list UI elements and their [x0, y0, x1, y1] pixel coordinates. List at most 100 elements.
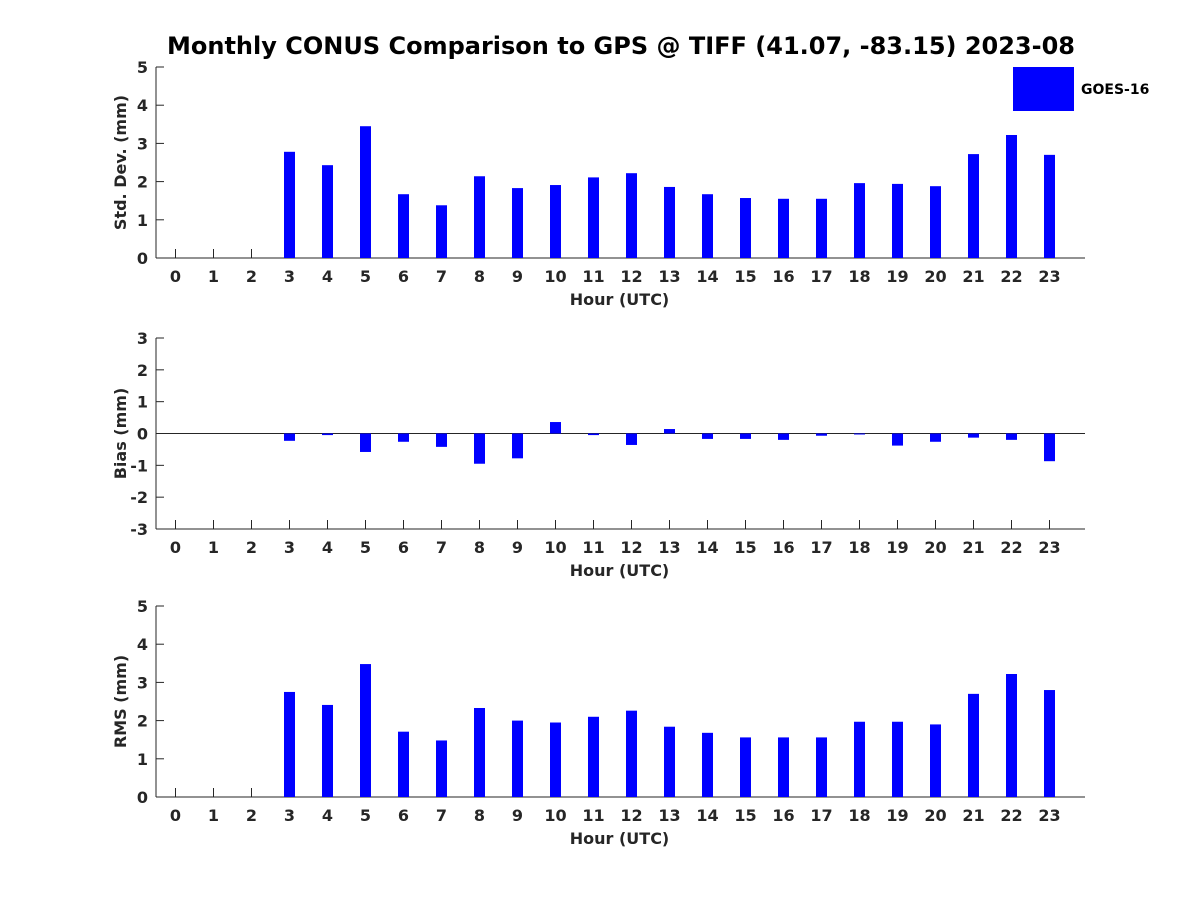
- bias-x-tick-label: 4: [322, 538, 333, 557]
- std-dev-x-tick-label: 14: [696, 267, 718, 286]
- bias-x-tick-label: 16: [772, 538, 794, 557]
- std-dev-bar-hour-6: [398, 194, 409, 258]
- std-dev-x-tick-label: 17: [810, 267, 832, 286]
- rms-bar-hour-6: [398, 731, 409, 797]
- rms-x-tick-label: 0: [170, 806, 181, 825]
- std-dev-x-tick-label: 3: [284, 267, 295, 286]
- std-dev-x-tick-label: 21: [962, 267, 984, 286]
- rms-bar-hour-15: [740, 737, 751, 797]
- std-dev-y-axis-label: Std. Dev. (mm): [111, 95, 130, 230]
- std-dev-x-tick-label: 16: [772, 267, 794, 286]
- bias-x-tick-label: 11: [582, 538, 604, 557]
- rms-x-tick-label: 2: [246, 806, 257, 825]
- rms-x-tick-label: 10: [544, 806, 566, 825]
- std-dev-bar-hour-17: [816, 198, 827, 258]
- std-dev-bar-hour-11: [588, 177, 599, 258]
- std-dev-bar-hour-23: [1044, 154, 1055, 258]
- bias-x-axis-label: Hour (UTC): [570, 561, 670, 580]
- rms-bar-hour-14: [702, 732, 713, 797]
- bias-y-tick-label: 2: [137, 361, 148, 380]
- bias-bar-hour-18: [854, 433, 865, 435]
- bias-bar-hour-22: [1006, 433, 1017, 440]
- bias-x-tick-label: 13: [658, 538, 680, 557]
- rms-x-tick-label: 16: [772, 806, 794, 825]
- rms-bar-hour-10: [550, 722, 561, 797]
- bias-bar-hour-9: [512, 433, 523, 459]
- rms-bar-hour-11: [588, 716, 599, 797]
- std-dev-x-tick-label: 11: [582, 267, 604, 286]
- bias-bar-hour-7: [436, 433, 447, 447]
- bias-x-tick-label: 7: [436, 538, 447, 557]
- std-dev-y-tick-label: 2: [137, 173, 148, 192]
- bias-x-tick-label: 6: [398, 538, 409, 557]
- std-dev-x-tick-label: 9: [512, 267, 523, 286]
- std-dev-bar-hour-5: [360, 126, 371, 259]
- rms-x-tick-label: 19: [886, 806, 908, 825]
- rms-x-tick-label: 22: [1000, 806, 1022, 825]
- std-dev-x-axis-label: Hour (UTC): [570, 290, 670, 309]
- rms-bar-hour-9: [512, 720, 523, 797]
- std-dev-bar-hour-16: [778, 198, 789, 258]
- std-dev-bar-hour-4: [322, 165, 333, 258]
- rms-y-tick-label: 2: [137, 712, 148, 731]
- rms-bar-hour-19: [892, 721, 903, 797]
- std-dev-bar-hour-19: [892, 183, 903, 258]
- rms-bar-hour-20: [930, 724, 941, 797]
- legend-label-goes-16: GOES-16: [1081, 82, 1149, 98]
- bias-bar-hour-4: [322, 433, 333, 436]
- std-dev-bar-hour-10: [550, 185, 561, 258]
- std-dev-x-tick-label: 5: [360, 267, 371, 286]
- bias-x-tick-label: 19: [886, 538, 908, 557]
- rms-y-tick-label: 4: [137, 635, 148, 654]
- rms-bar-hour-7: [436, 740, 447, 797]
- rms-bar-hour-4: [322, 704, 333, 797]
- rms-bar-hour-8: [474, 707, 485, 797]
- rms-bar-hour-12: [626, 710, 637, 797]
- rms-x-tick-label: 3: [284, 806, 295, 825]
- bias-y-tick-label: 3: [137, 329, 148, 348]
- bias-y-tick-label: -1: [130, 456, 148, 475]
- std-dev-bar-hour-12: [626, 173, 637, 258]
- std-dev-bar-hour-14: [702, 194, 713, 258]
- bias-bar-hour-11: [588, 433, 599, 436]
- bias-bar-hour-8: [474, 433, 485, 464]
- rms-x-tick-label: 1: [208, 806, 219, 825]
- bias-bar-hour-13: [664, 429, 675, 434]
- rms-x-tick-label: 7: [436, 806, 447, 825]
- std-dev-x-tick-label: 18: [848, 267, 870, 286]
- bias-x-tick-label: 2: [246, 538, 257, 557]
- bias-bar-hour-16: [778, 433, 789, 440]
- rms-bar-hour-22: [1006, 673, 1017, 797]
- bias-bar-hour-20: [930, 433, 941, 442]
- std-dev-x-tick-label: 12: [620, 267, 642, 286]
- bias-x-tick-label: 22: [1000, 538, 1022, 557]
- bias-y-tick-label: 1: [137, 393, 148, 412]
- bias-x-tick-label: 3: [284, 538, 295, 557]
- std-dev-y-tick-label: 1: [137, 211, 148, 230]
- rms-x-tick-label: 17: [810, 806, 832, 825]
- std-dev-bar-hour-13: [664, 186, 675, 258]
- bias-bar-hour-19: [892, 433, 903, 446]
- std-dev-x-tick-label: 4: [322, 267, 333, 286]
- rms-bar-hour-5: [360, 664, 371, 797]
- bias-x-tick-label: 21: [962, 538, 984, 557]
- std-dev-x-tick-label: 19: [886, 267, 908, 286]
- legend-swatch-goes-16: [1013, 67, 1074, 111]
- std-dev-bar-hour-8: [474, 176, 485, 258]
- std-dev-bar-hour-15: [740, 198, 751, 258]
- rms-x-axis-label: Hour (UTC): [570, 829, 670, 848]
- bias-x-tick-label: 23: [1038, 538, 1060, 557]
- bias-y-tick-label: 0: [137, 425, 148, 444]
- rms-x-tick-label: 5: [360, 806, 371, 825]
- rms-x-tick-label: 8: [474, 806, 485, 825]
- rms-bar-hour-16: [778, 737, 789, 797]
- bias-y-tick-label: -2: [130, 488, 148, 507]
- std-dev-y-tick-label: 0: [137, 249, 148, 268]
- bias-x-tick-label: 20: [924, 538, 946, 557]
- std-dev-x-tick-label: 20: [924, 267, 946, 286]
- std-dev-bar-hour-3: [284, 151, 295, 258]
- std-dev-bar-hour-7: [436, 205, 447, 258]
